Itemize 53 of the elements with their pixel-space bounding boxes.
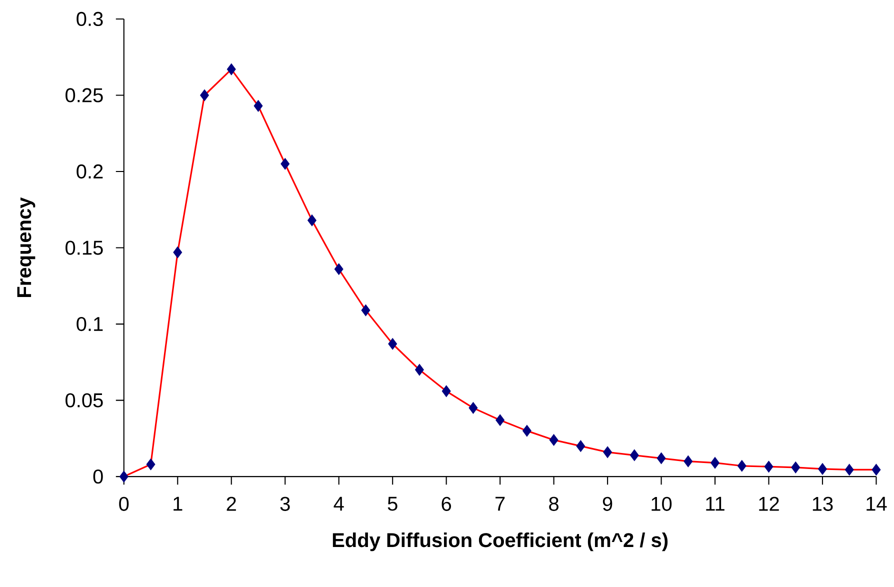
x-tick-label: 4 [334,496,344,510]
point [844,464,854,476]
point [737,460,746,472]
y-tick-label: 0.05 [66,392,103,408]
point [684,455,693,467]
point [226,63,236,75]
x-tick-label: 10 [652,496,672,511]
x-tick-label: 14 [866,496,887,510]
y-tick-label: 0.25 [66,88,103,102]
point [603,446,612,458]
point [496,414,505,426]
point [442,385,451,397]
point [254,100,263,112]
x-tick-label: 2 [226,496,236,511]
x-tick-label: 9 [602,496,612,511]
point [280,158,290,170]
x-tick-label: 8 [549,496,558,511]
point [173,246,182,258]
point [146,458,156,470]
point [710,456,720,468]
point [468,402,478,414]
x-tick-label: 6 [442,496,452,511]
x-tick-label: 5 [388,496,398,511]
y-tick-label: 0.3 [76,12,103,26]
point [308,214,316,226]
point [414,364,424,376]
y-tick-label: 0.2 [76,164,103,178]
point [334,263,344,275]
point [119,470,128,482]
point [791,461,800,474]
point [764,460,774,472]
point [818,462,827,475]
point [576,440,586,452]
point [361,304,370,316]
point [630,449,639,461]
x-tick-label: 11 [706,496,724,510]
point [549,434,558,446]
y-tick-label: 0.1 [76,316,103,331]
point [656,452,666,464]
y-axis-title: Frequency [17,197,36,297]
y-tick-label: 0 [93,469,103,484]
y-tick-label: 0.15 [66,240,103,255]
x-tick-label: 13 [812,496,833,511]
x-tick-label: 1 [174,496,182,510]
point [872,464,881,476]
x-axis-title: Eddy Diffusion Coefficient (m^2 / s) [332,532,668,551]
point [388,338,398,350]
x-tick-label: 3 [280,496,290,511]
point [200,89,209,101]
x-tick-label: 7 [496,496,505,510]
point [522,424,532,436]
x-tick-label: 12 [759,496,779,511]
x-tick-label: 0 [119,496,129,511]
